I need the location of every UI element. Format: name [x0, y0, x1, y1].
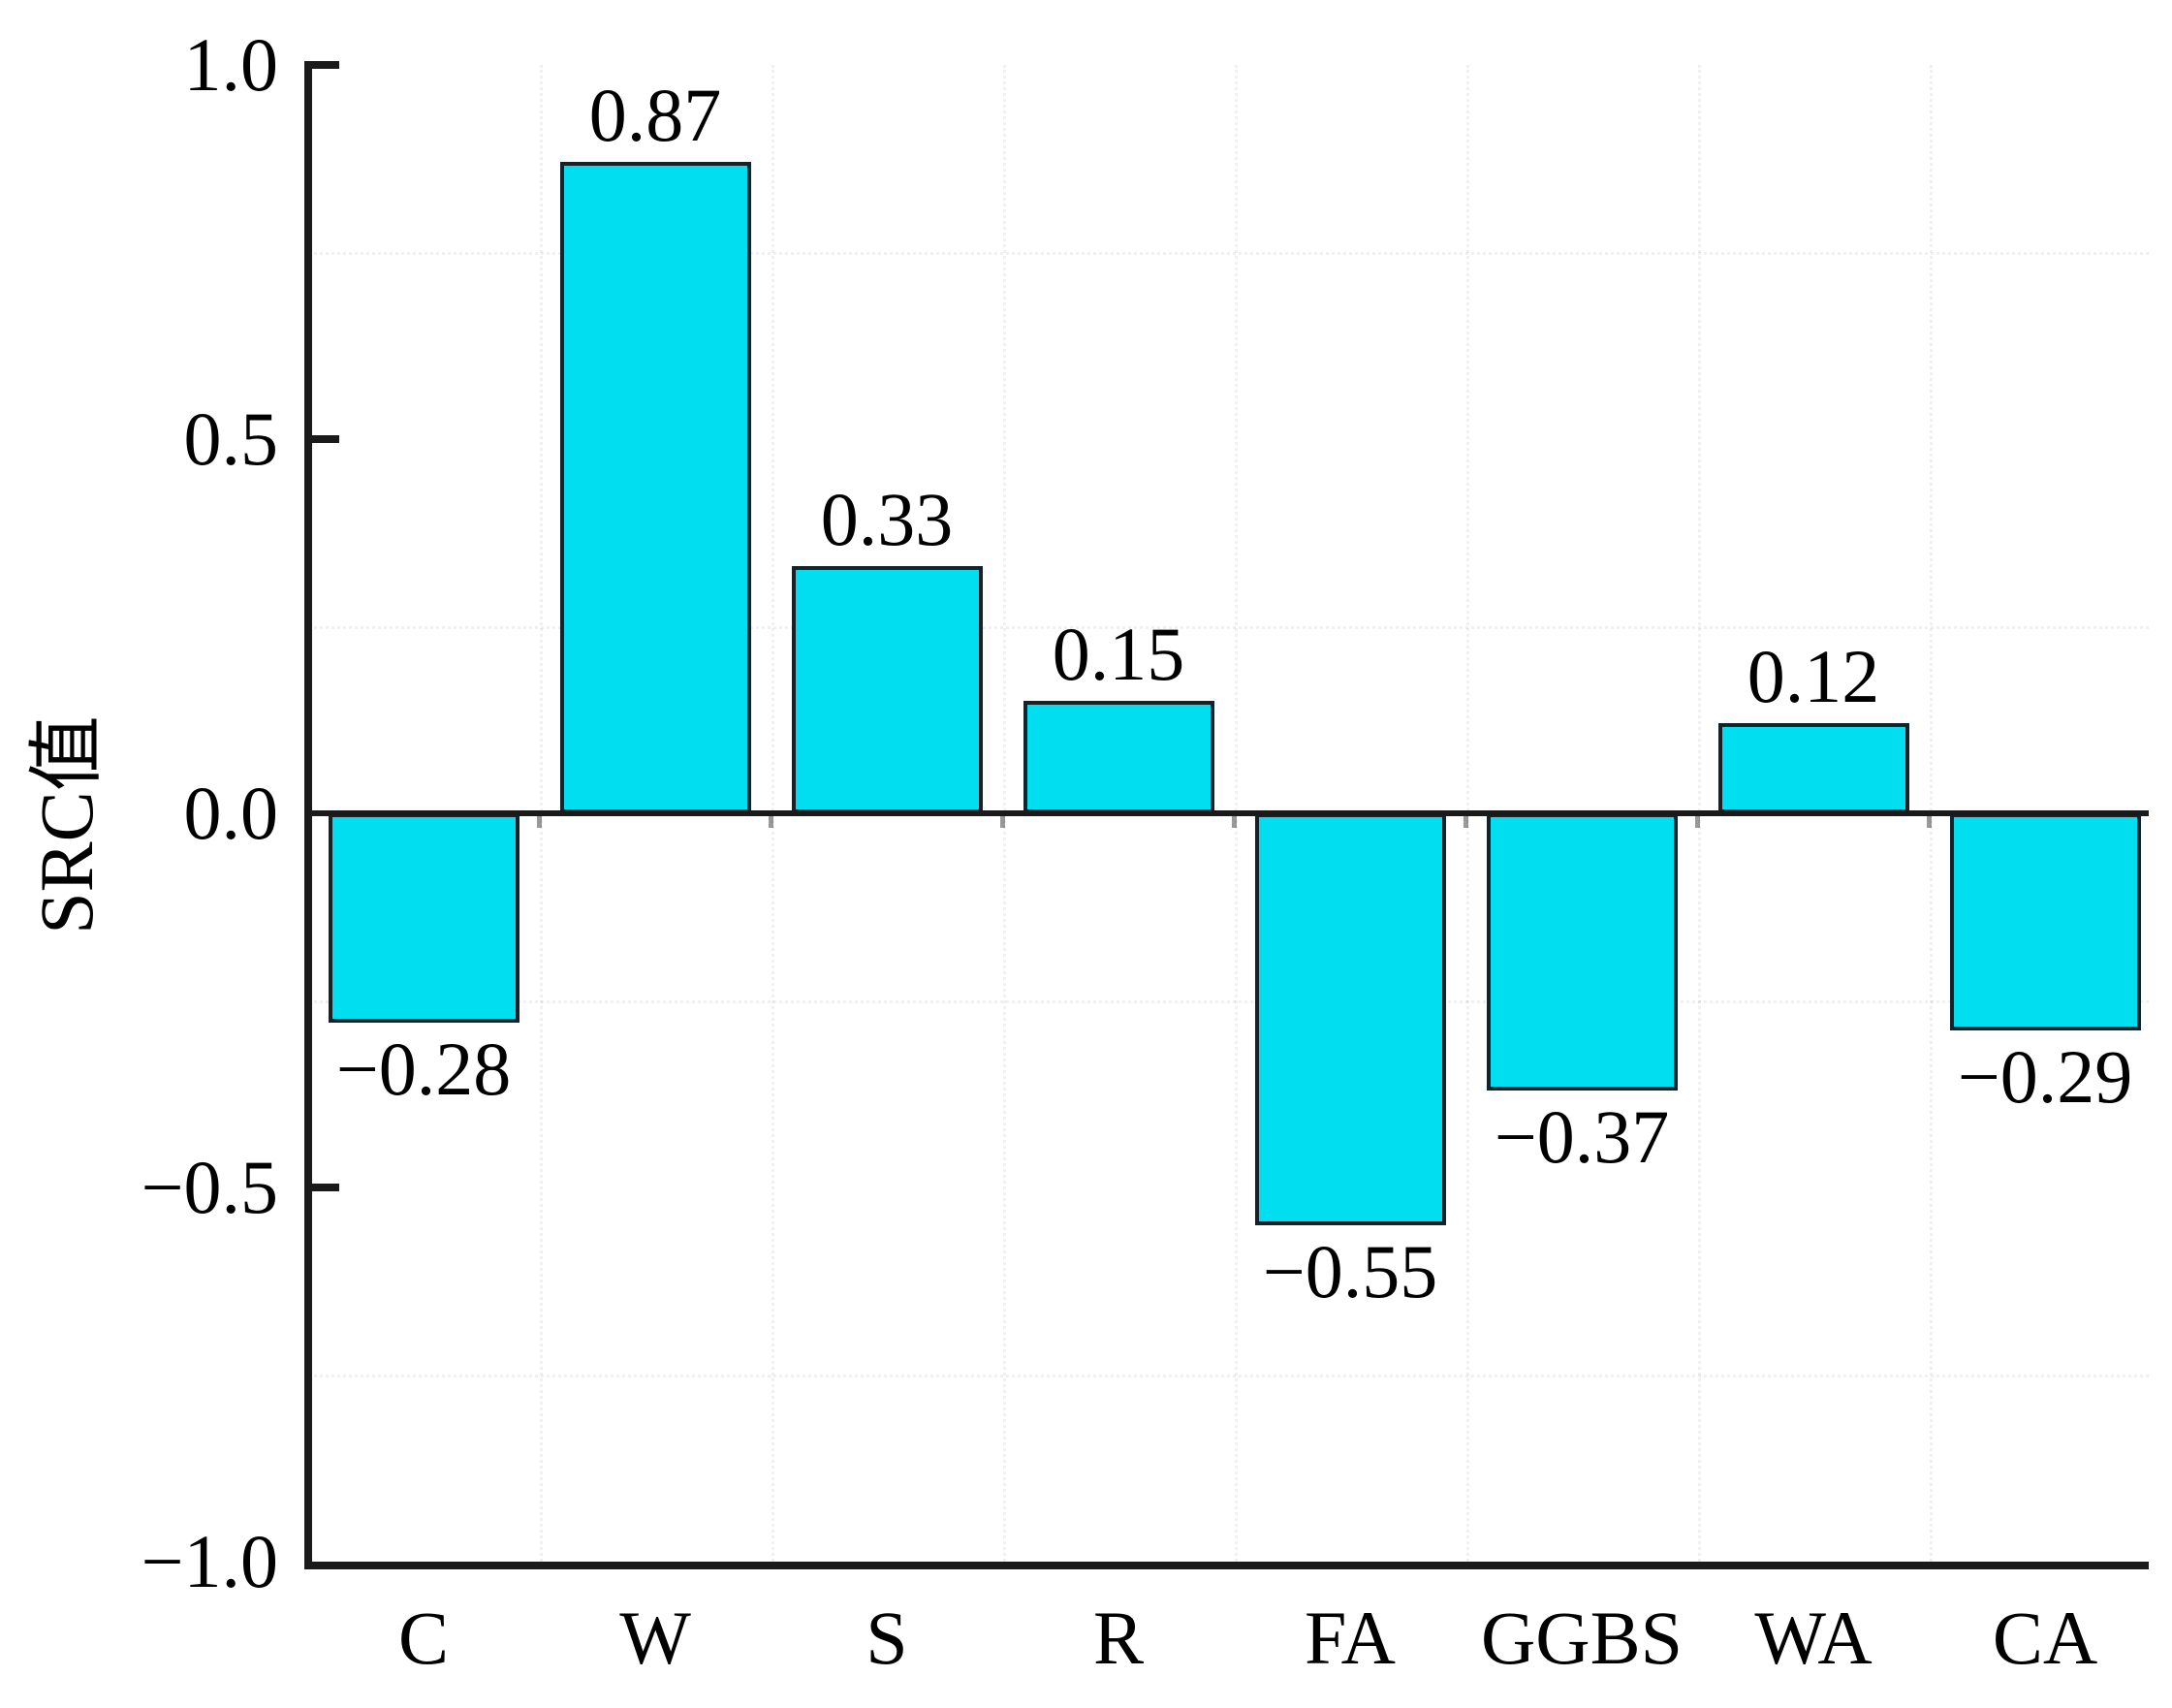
- x-minor-tick: [1695, 816, 1700, 828]
- bar-value-label: 0.15: [1052, 612, 1185, 697]
- x-category-label: S: [866, 1596, 908, 1680]
- bar-value-label: −0.55: [1262, 1228, 1438, 1313]
- minor-gridline-horizontal: [308, 1000, 2149, 1003]
- y-tick-mark: [308, 1184, 339, 1191]
- x-minor-tick: [1000, 816, 1005, 828]
- y-tick-mark: [308, 435, 339, 443]
- bar-c: [328, 813, 519, 1024]
- bar-ca: [1949, 813, 2141, 1030]
- bar-w: [559, 162, 751, 813]
- x-axis-line: [304, 1562, 2149, 1569]
- y-tick-mark: [308, 61, 339, 69]
- x-minor-tick: [1232, 816, 1237, 828]
- bar-s: [791, 566, 983, 813]
- minor-gridline-horizontal: [308, 1375, 2149, 1377]
- minor-gridline-horizontal: [308, 626, 2149, 629]
- zero-baseline: [308, 810, 2149, 816]
- y-tick-label: 1.0: [183, 22, 279, 107]
- y-tick-label: −0.5: [141, 1145, 279, 1229]
- bar-value-label: −0.28: [335, 1027, 512, 1112]
- bar-r: [1023, 701, 1214, 813]
- bar-wa: [1717, 723, 1909, 813]
- x-category-label: GGBS: [1480, 1596, 1684, 1680]
- x-category-label: CA: [1992, 1596, 2098, 1680]
- minor-gridline-horizontal: [308, 252, 2149, 255]
- x-category-label: WA: [1754, 1596, 1873, 1680]
- y-tick-label: 0.0: [183, 771, 279, 855]
- x-category-label: C: [397, 1596, 450, 1680]
- y-tick-label: −1.0: [141, 1519, 279, 1603]
- x-minor-tick: [1464, 816, 1468, 828]
- bar-value-label: 0.33: [820, 477, 954, 562]
- bar-value-label: 0.12: [1747, 634, 1880, 719]
- bar-value-label: 0.87: [588, 73, 722, 158]
- x-minor-tick: [537, 816, 542, 828]
- x-category-label: R: [1092, 1596, 1145, 1680]
- x-minor-tick: [769, 816, 773, 828]
- bar-ggbs: [1486, 813, 1678, 1091]
- bar-value-label: −0.37: [1494, 1093, 1670, 1179]
- x-category-label: W: [619, 1596, 691, 1680]
- bar-fa: [1254, 813, 1446, 1225]
- y-tick-label: 0.5: [183, 396, 279, 481]
- x-minor-tick: [1927, 816, 1932, 828]
- x-category-label: FA: [1305, 1596, 1396, 1680]
- bar-value-label: −0.29: [1957, 1033, 2133, 1119]
